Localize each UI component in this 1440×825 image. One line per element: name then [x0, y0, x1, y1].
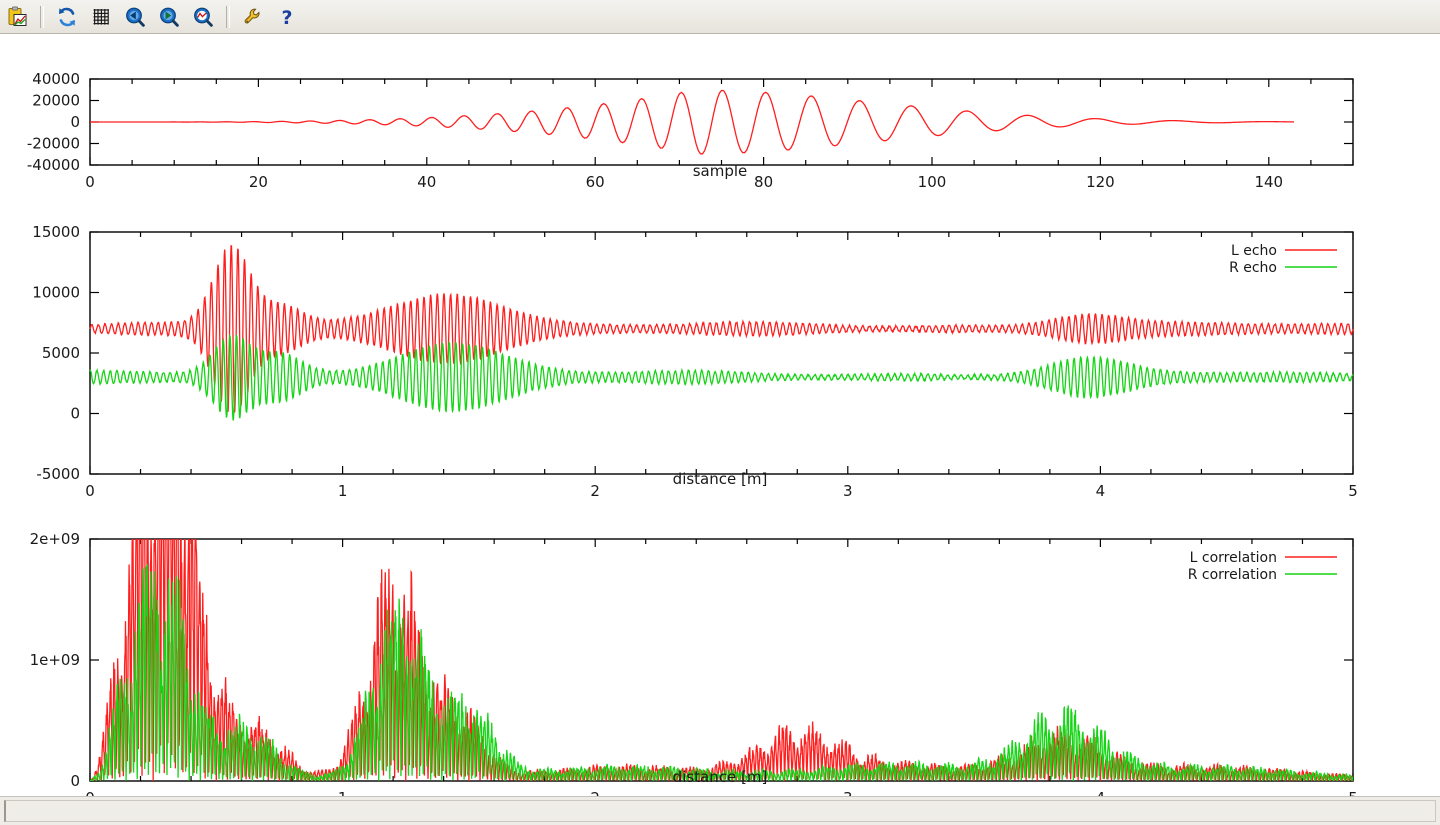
chirp-xlabel: sample — [693, 162, 748, 180]
x-tick-label: 3 — [843, 789, 853, 796]
chirp-traces — [90, 89, 1295, 155]
x-tick-label: 0 — [85, 789, 95, 796]
x-tick-label: 2 — [590, 789, 600, 796]
x-tick-label: 3 — [843, 482, 853, 498]
legend-label: R correlation — [1188, 567, 1277, 583]
chirp-axes: 0 20 40 60 80 100 120 140 -40000 -20000 0 20000 4000… — [27, 70, 1354, 190]
echo-axes: 0 1 2 3 4 5 -5000 0 5000 10000 15000 — [32, 223, 1357, 498]
y-tick-label: -40000 — [27, 156, 80, 174]
x-tick-label: 100 — [918, 173, 947, 190]
x-tick-label: 120 — [1086, 173, 1115, 190]
plot-area: 0 20 40 60 80 100 120 140 -40000 -20000 0 20000 4000… — [0, 34, 1440, 796]
question-mark-icon: ? — [281, 7, 292, 28]
grid-icon — [93, 8, 109, 25]
x-tick-label: 140 — [1254, 173, 1283, 190]
x-tick-label: 5 — [1348, 789, 1358, 796]
echo-trace — [89, 333, 1354, 421]
correlation-traces — [90, 539, 1353, 781]
svg-text:?: ? — [281, 7, 292, 28]
plot-frame — [89, 538, 1354, 782]
clipboard-chart-icon — [8, 6, 27, 26]
refresh-arrows-icon — [59, 7, 75, 26]
zoom-next-button[interactable] — [153, 1, 185, 33]
x-tick-label: 20 — [249, 173, 268, 190]
echo-xlabel: distance [m] — [673, 470, 768, 488]
grid-button[interactable] — [85, 1, 117, 33]
plot-frame — [89, 231, 1354, 475]
status-bar — [0, 796, 1440, 825]
wrench-icon — [244, 8, 260, 24]
settings-button[interactable] — [237, 1, 269, 33]
copy-to-clipboard-button[interactable] — [1, 1, 33, 33]
zoom-previous-button[interactable] — [119, 1, 151, 33]
status-text[interactable] — [4, 800, 1436, 822]
correlation-trace — [90, 564, 1353, 781]
legend-label: L echo — [1231, 243, 1277, 259]
zoom-back-icon — [126, 7, 145, 27]
zoom-fit-icon — [194, 7, 213, 27]
replot-button[interactable] — [51, 1, 83, 33]
zoom-forward-icon — [160, 7, 179, 27]
legend-label: R echo — [1229, 260, 1277, 276]
chirp-plot[interactable]: 0 20 40 60 80 100 120 140 -40000 -20000 0 20000 4000… — [0, 34, 1440, 190]
y-tick-label: 1e+09 — [30, 651, 80, 669]
x-tick-label: 0 — [85, 482, 95, 498]
chirp-trace — [90, 89, 1295, 155]
help-button[interactable]: ? — [271, 1, 303, 33]
legend-label: L correlation — [1190, 550, 1277, 566]
y-tick-label: 0 — [70, 405, 80, 423]
y-tick-label: 0 — [70, 772, 80, 790]
x-tick-label: 1 — [338, 789, 348, 796]
y-tick-label: 2e+09 — [30, 530, 80, 548]
x-tick-label: 5 — [1348, 482, 1358, 498]
x-tick-label: 0 — [85, 173, 95, 190]
y-tick-label: 20000 — [32, 92, 80, 110]
toolbar-separator-2 — [226, 5, 230, 28]
x-tick-label: 2 — [590, 482, 600, 498]
correlation-trace — [90, 539, 1353, 781]
echo-trace — [89, 245, 1354, 413]
echo-plot[interactable]: 0 1 2 3 4 5 -5000 0 5000 10000 15000 L echo R echo … — [0, 190, 1440, 498]
x-tick-label: 80 — [754, 173, 773, 190]
x-tick-label: 60 — [586, 173, 605, 190]
toolbar: ? — [0, 0, 1440, 34]
y-tick-label: 0 — [70, 113, 80, 131]
correlation-xlabel: distance [m] — [673, 768, 768, 786]
toolbar-separator-1 — [40, 5, 44, 28]
y-tick-label: 10000 — [32, 284, 80, 302]
y-tick-label: -5000 — [36, 465, 80, 483]
echo-traces — [89, 245, 1354, 421]
autoscale-button[interactable] — [187, 1, 219, 33]
y-tick-label: 5000 — [42, 344, 80, 362]
y-tick-label: -20000 — [27, 135, 80, 153]
y-tick-label: 15000 — [32, 223, 80, 241]
x-tick-label: 40 — [417, 173, 436, 190]
x-tick-label: 4 — [1096, 789, 1106, 796]
x-tick-label: 1 — [338, 482, 348, 498]
y-tick-label: 40000 — [32, 70, 80, 88]
x-tick-label: 4 — [1096, 482, 1106, 498]
